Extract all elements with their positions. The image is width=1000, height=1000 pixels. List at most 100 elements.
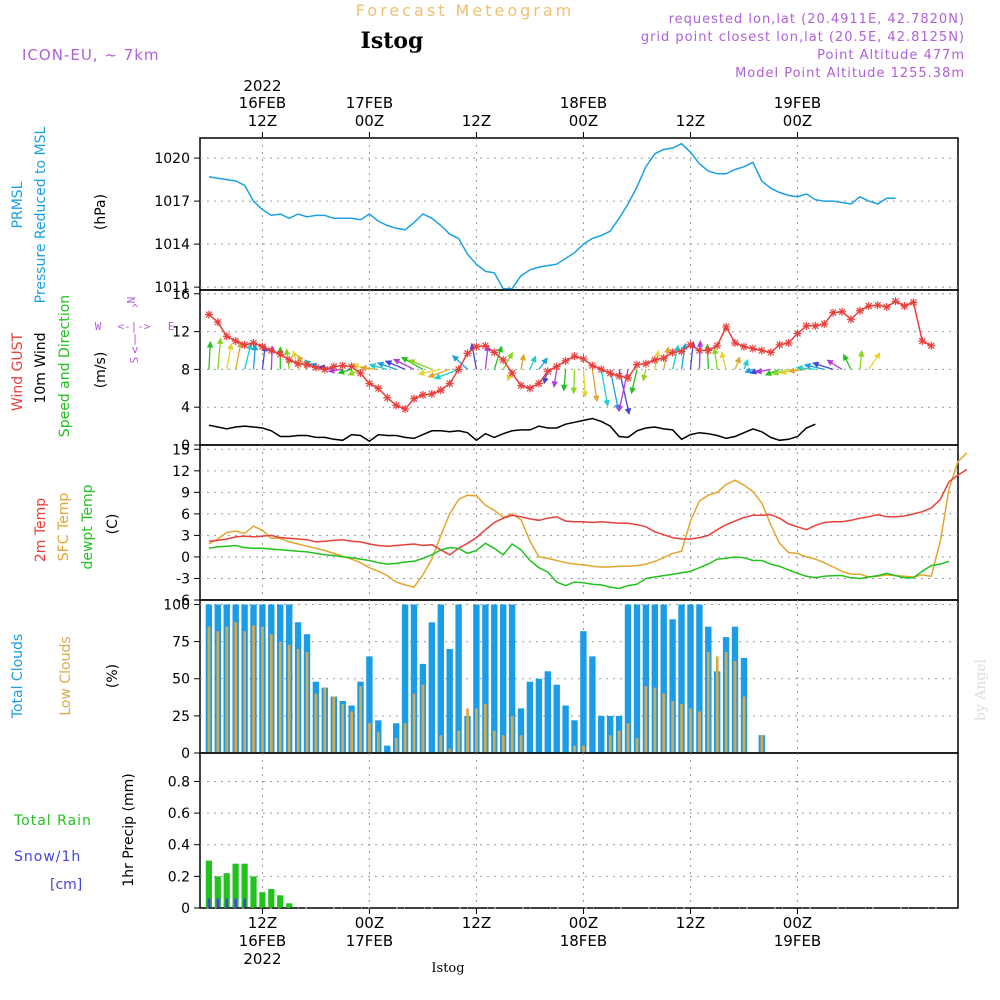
gust-line-marker-26 bbox=[436, 386, 445, 395]
total-cloud-bar-43 bbox=[589, 656, 596, 753]
total-cloud-bar-45 bbox=[607, 715, 614, 753]
gust-line-marker-55 bbox=[695, 346, 704, 355]
gust-line-marker-16 bbox=[347, 362, 356, 371]
wind-ylabel: (m/s) bbox=[93, 352, 109, 389]
total-cloud-bar-41 bbox=[571, 720, 578, 753]
gust-line-marker-75 bbox=[873, 301, 882, 310]
gust-line-marker-40 bbox=[561, 356, 570, 365]
gust-line-marker-67 bbox=[802, 321, 811, 330]
sfc-temp-legend: SFC Temp bbox=[56, 493, 72, 562]
wind-arrow-3 bbox=[235, 340, 244, 370]
wind-ytick-label-1: 4 bbox=[181, 400, 190, 416]
bottom-time-label-1-1: 17FEB bbox=[346, 932, 393, 950]
clouds-ytick-label-2: 50 bbox=[172, 672, 190, 688]
top-time-label-1-1: 17FEB bbox=[346, 94, 393, 112]
top-time-label-1-2: 00Z bbox=[355, 112, 384, 130]
gust-line-marker-43 bbox=[588, 361, 597, 370]
wind-arrow-2 bbox=[226, 342, 234, 370]
total-cloud-bar-25 bbox=[428, 622, 435, 753]
low-cloud-bar-23 bbox=[412, 693, 416, 753]
rain-bar-9 bbox=[286, 903, 293, 908]
precip-ytick-label-3: 0.6 bbox=[168, 806, 190, 822]
gust-line-marker-19 bbox=[374, 384, 383, 393]
compass-east: E bbox=[168, 320, 175, 333]
temp-ytick-label-6: 12 bbox=[172, 464, 190, 480]
wind-arrow-21 bbox=[376, 361, 397, 371]
pressure-legend-desc: Pressure Reduced to MSL bbox=[33, 126, 49, 303]
total-cloud-bar-26 bbox=[437, 604, 444, 753]
pressure-ylabel: (hPa) bbox=[93, 194, 109, 230]
total-cloud-bar-55 bbox=[696, 604, 703, 753]
gust-line-marker-59 bbox=[731, 338, 740, 347]
bottom-time-label-3-0: 00Z bbox=[569, 914, 598, 932]
gust-line-marker-29 bbox=[463, 349, 472, 358]
gust-line-marker-25 bbox=[427, 389, 436, 398]
rain-bar-7 bbox=[268, 889, 275, 908]
low-cloud-bar-14 bbox=[332, 696, 336, 753]
gust-line-marker-41 bbox=[570, 352, 579, 361]
total-cloud-bar-42 bbox=[580, 631, 587, 753]
gust-line-marker-36 bbox=[525, 384, 534, 393]
total-cloud-bar-31 bbox=[482, 604, 489, 753]
total-cloud-bar-51 bbox=[660, 604, 667, 753]
gust-line-marker-5 bbox=[249, 338, 258, 347]
wind-arrow-31 bbox=[484, 344, 491, 370]
pressure-legend-prmsl: PRMSL bbox=[10, 181, 26, 228]
wind-arrow-59 bbox=[734, 356, 741, 370]
low-cloud-bar-13 bbox=[323, 687, 327, 753]
gust-line-marker-37 bbox=[534, 379, 543, 388]
bottom-time-label-0-1: 16FEB bbox=[239, 932, 286, 950]
wind-arrow-44 bbox=[600, 369, 610, 407]
total-cloud-bar-34 bbox=[508, 604, 516, 753]
total-cloud-bar-48 bbox=[633, 604, 641, 753]
rain-bar-4 bbox=[241, 863, 248, 908]
total-cloud-bar-27 bbox=[446, 649, 453, 753]
gust-line-marker-49 bbox=[641, 359, 650, 368]
gust-line-marker-10 bbox=[294, 359, 303, 368]
pressure-axes: 1011 1014 1017 1020 bbox=[154, 137, 959, 296]
point-altitude: Point Altitude 477m bbox=[817, 48, 965, 63]
gust-line-marker-60 bbox=[739, 342, 748, 351]
wind-ytick-label-3: 12 bbox=[172, 325, 190, 341]
low-cloud-bar-19 bbox=[377, 732, 380, 753]
wind-arrow-11 bbox=[297, 354, 308, 370]
compass-arrows: <-|-> bbox=[117, 320, 150, 333]
gust-line-marker-80 bbox=[918, 337, 927, 346]
gust-line-marker-24 bbox=[418, 390, 427, 399]
wind-arrow-58 bbox=[719, 350, 727, 370]
meteogram-title: Forecast Meteogram bbox=[356, 1, 574, 20]
wind-compass: N ^ W <-|-> E | v S bbox=[95, 297, 175, 364]
temp-ytick-label-3: 3 bbox=[181, 528, 190, 544]
gust-line-marker-45 bbox=[606, 369, 615, 378]
wind-arrow-63 bbox=[754, 367, 771, 375]
low-cloud-bar-8 bbox=[278, 641, 282, 753]
total-cloud-bar-20 bbox=[384, 745, 391, 753]
footer-station: Istog bbox=[431, 961, 464, 976]
gust-line-marker-11 bbox=[303, 360, 312, 369]
precip-ylabel: 1hr Precip (mm) bbox=[121, 773, 137, 886]
dewpt-legend: dewpt Temp bbox=[80, 484, 96, 569]
low-cloud-bar-16 bbox=[350, 711, 353, 753]
wind-arrow-68 bbox=[795, 364, 816, 372]
total-cloud-bar-47 bbox=[624, 604, 632, 753]
gust-line-marker-38 bbox=[543, 367, 552, 376]
clouds-axes: 0 25 50 75 100 bbox=[163, 597, 959, 762]
pressure-line bbox=[208, 142, 896, 290]
compass-south: S bbox=[128, 357, 141, 364]
temp-ylabel: (C) bbox=[105, 514, 121, 535]
wind-arrow-73 bbox=[858, 349, 865, 370]
gust-line-marker-17 bbox=[356, 369, 365, 378]
gust-line-marker-76 bbox=[882, 303, 891, 312]
total-cloud-bar-54 bbox=[687, 604, 694, 753]
wind-arrow-23 bbox=[392, 358, 415, 370]
snow-bar-0 bbox=[207, 898, 211, 908]
total-cloud-bar-37 bbox=[535, 678, 543, 753]
low-cloud-bar-5 bbox=[252, 625, 255, 753]
gust-line-marker-14 bbox=[329, 362, 338, 371]
top-time-label-0-0: 2022 bbox=[243, 77, 281, 95]
rain-bar-5 bbox=[250, 876, 257, 908]
gust-line-marker-63 bbox=[766, 348, 775, 357]
low-cloud-bar-57 bbox=[715, 656, 719, 753]
